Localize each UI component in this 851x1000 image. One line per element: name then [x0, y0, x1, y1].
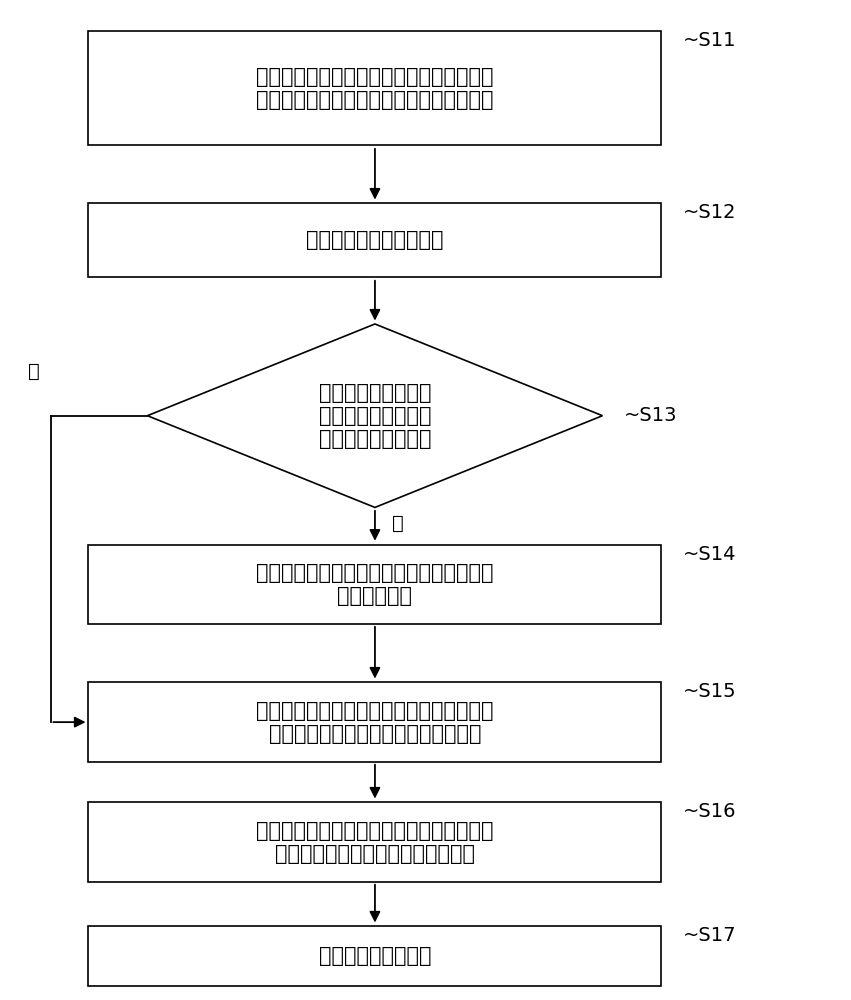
Text: 根据映射关系判断任
务请求包括的任务是
否能被预定线程处理: 根据映射关系判断任 务请求包括的任务是 否能被预定线程处理	[318, 383, 431, 449]
Text: 预定线程处理消息队列中的任务请求包括的
任务，并加载处理任务所产生的数据: 预定线程处理消息队列中的任务请求包括的 任务，并加载处理任务所产生的数据	[256, 821, 494, 864]
FancyBboxPatch shape	[89, 31, 661, 145]
FancyBboxPatch shape	[89, 802, 661, 882]
Text: ~S12: ~S12	[683, 203, 736, 222]
Text: ~S11: ~S11	[683, 31, 736, 50]
Text: 是: 是	[28, 362, 39, 381]
Text: ~S13: ~S13	[624, 406, 677, 425]
Polygon shape	[147, 324, 603, 507]
Text: 将任务请求加入预定线程的消息队列中，其
中消息队列用于存储待处理的任务请求: 将任务请求加入预定线程的消息队列中，其 中消息队列用于存储待处理的任务请求	[256, 701, 494, 744]
Text: ~S17: ~S17	[683, 926, 736, 945]
FancyBboxPatch shape	[89, 682, 661, 762]
FancyBboxPatch shape	[89, 203, 661, 277]
Text: ~S15: ~S15	[683, 682, 736, 701]
Text: 预先构建缓存池，所述缓存池中存储有预定
线程与预定线程能够处理的任务的映射关系: 预先构建缓存池，所述缓存池中存储有预定 线程与预定线程能够处理的任务的映射关系	[256, 67, 494, 110]
FancyBboxPatch shape	[89, 545, 661, 624]
Text: ~S14: ~S14	[683, 545, 736, 564]
Text: 接收用户提交的任务请求: 接收用户提交的任务请求	[306, 230, 443, 250]
Text: 否: 否	[391, 514, 403, 533]
Text: ~S16: ~S16	[683, 802, 736, 821]
Text: 显示所述加载的数据: 显示所述加载的数据	[318, 946, 431, 966]
FancyBboxPatch shape	[89, 926, 661, 986]
Text: 将任务请求加入能够处理该任务的后台线程
的消息队列中: 将任务请求加入能够处理该任务的后台线程 的消息队列中	[256, 563, 494, 606]
